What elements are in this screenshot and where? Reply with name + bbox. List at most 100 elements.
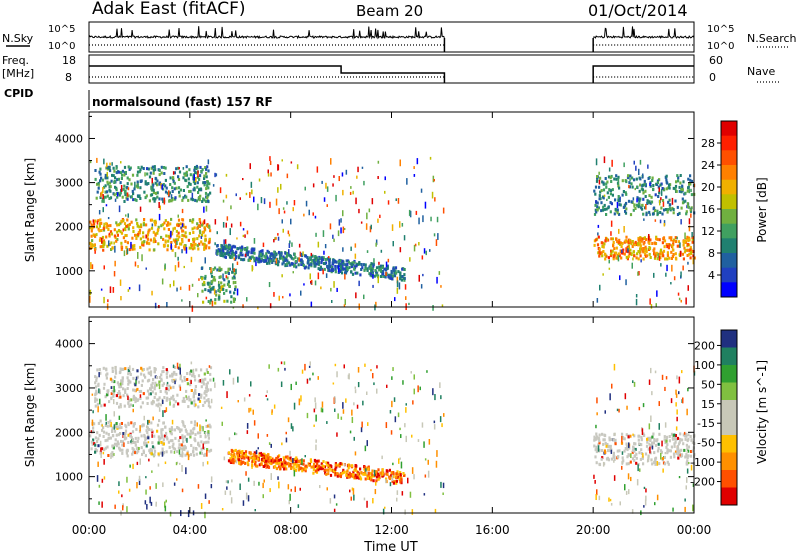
- noise-cell-1: [439, 382, 441, 389]
- noise-cell-1: [308, 365, 311, 368]
- noise-cell-0: [632, 197, 635, 201]
- echo-cell-1-0: [151, 430, 154, 434]
- noise-cell-1: [375, 482, 377, 486]
- echo-cell-0-2: [233, 245, 237, 249]
- noise-cell-0: [688, 218, 691, 225]
- echo-cell-1-3: [631, 450, 634, 454]
- noise-cell-1: [370, 369, 372, 372]
- colorbar-band: [721, 179, 737, 195]
- echo-cell-0-2: [284, 264, 287, 268]
- echo-cell-0-2: [382, 274, 385, 278]
- noise-cell-0: [161, 278, 164, 285]
- noise-cell-1: [297, 504, 300, 508]
- echo-cell-1-2: [274, 465, 277, 469]
- echo-cell-1-0: [177, 427, 180, 431]
- velocity-heatmap-cells: [89, 361, 696, 519]
- noise-cell-0: [172, 171, 175, 175]
- noise-cell-1: [304, 363, 306, 371]
- echo-cell-0-2: [240, 257, 243, 261]
- echo-cell-0-1: [96, 182, 99, 186]
- echo-cell-0-5: [617, 184, 620, 188]
- echo-cell-0-5: [624, 209, 627, 213]
- echo-cell-1-1: [205, 383, 208, 386]
- echo-cell-0-1: [150, 166, 153, 170]
- echo-cell-0-3: [212, 278, 215, 282]
- noise-cell-1: [593, 474, 595, 479]
- echo-cell-1-3: [600, 449, 604, 452]
- echo-cell-1-2: [396, 470, 399, 474]
- echo-cell-1-3: [598, 433, 601, 437]
- echo-cell-0-5: [599, 190, 602, 194]
- noise-cell-0: [127, 289, 130, 292]
- echo-cell-0-0: [150, 226, 154, 230]
- echo-cell-1-3: [690, 438, 693, 442]
- echo-cell-0-3: [209, 288, 212, 291]
- noise-cell-1: [435, 460, 438, 468]
- noise-cell-1: [289, 493, 291, 501]
- echo-cell-1-1: [118, 385, 121, 389]
- noise-cell-0: [623, 226, 625, 233]
- colorbar-band: [721, 223, 737, 239]
- echo-cell-0-4: [614, 251, 618, 255]
- noise-cell-1: [97, 406, 99, 413]
- noise-cell-0: [246, 297, 248, 302]
- echo-cell-1-3: [647, 437, 650, 441]
- noise-cell-0: [292, 207, 294, 212]
- noise-cell-0: [89, 160, 92, 164]
- echo-cell-1-3: [623, 437, 626, 441]
- echo-cell-1-1: [106, 390, 109, 394]
- nsearch-label: N.Search: [747, 32, 797, 45]
- echo-cell-1-2: [284, 455, 288, 459]
- echo-cell-1-1: [206, 388, 209, 392]
- echo-cell-0-5: [652, 184, 655, 187]
- echo-cell-0-5: [648, 210, 651, 214]
- echo-cell-0-0: [89, 226, 92, 230]
- echo-cell-1-0: [189, 435, 192, 439]
- echo-cell-1-0: [137, 449, 140, 453]
- noise-cell-1: [400, 434, 402, 439]
- noise-cell-0: [350, 186, 352, 189]
- noise-cell-0: [653, 272, 655, 278]
- echo-cell-0-4: [618, 238, 621, 242]
- noise-cell-1: [210, 484, 213, 489]
- echo-cell-0-1: [106, 180, 109, 184]
- noise-cell-0: [278, 208, 280, 215]
- echo-cell-0-0: [205, 244, 208, 248]
- echo-cell-0-1: [189, 189, 192, 193]
- echo-cell-0-5: [651, 176, 654, 180]
- echo-cell-1-1: [159, 403, 163, 407]
- echo-cell-1-3: [687, 454, 690, 458]
- echo-cell-0-4: [689, 246, 692, 250]
- echo-cell-1-1: [200, 379, 203, 382]
- echo-cell-1-0: [101, 447, 104, 451]
- echo-cell-0-2: [272, 253, 275, 257]
- noise-cell-1: [252, 409, 254, 415]
- noise-cell-0: [225, 173, 228, 177]
- echo-cell-0-4: [685, 237, 688, 241]
- echo-cell-1-2: [337, 463, 340, 467]
- echo-cell-0-1: [187, 177, 190, 181]
- noise-cell-1: [319, 485, 321, 489]
- echo-cell-1-3: [678, 440, 681, 444]
- echo-cell-1-3: [654, 456, 658, 460]
- colorbar-band: [721, 253, 737, 269]
- noise-cell-0: [214, 172, 216, 178]
- echo-cell-0-0: [138, 231, 141, 235]
- echo-cell-0-5: [660, 206, 663, 210]
- echo-cell-0-2: [221, 252, 224, 256]
- echo-cell-0-1: [137, 195, 140, 198]
- noise-cell-1: [342, 409, 345, 414]
- echo-cell-1-3: [601, 456, 604, 460]
- noise-cell-0: [151, 223, 154, 227]
- echo-cell-1-1: [136, 375, 139, 379]
- noise-cell-0: [89, 295, 91, 303]
- echo-cell-0-0: [127, 227, 130, 231]
- echo-cell-0-2: [339, 270, 342, 273]
- echo-cell-0-1: [101, 178, 104, 182]
- echo-cell-0-5: [689, 178, 692, 182]
- echo-cell-0-4: [637, 250, 640, 253]
- echo-cell-0-2: [241, 253, 244, 257]
- echo-cell-0-0: [203, 247, 206, 251]
- echo-cell-0-2: [277, 263, 280, 267]
- echo-cell-1-0: [171, 439, 174, 443]
